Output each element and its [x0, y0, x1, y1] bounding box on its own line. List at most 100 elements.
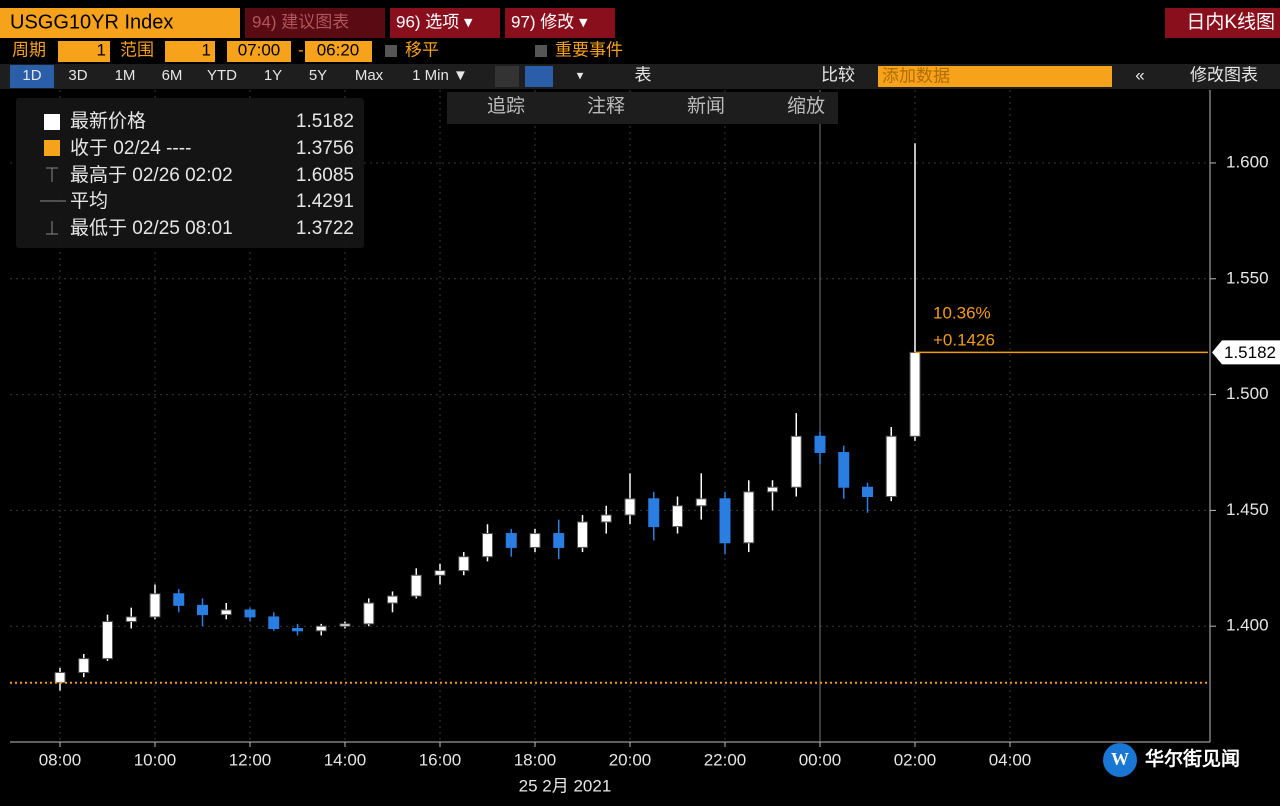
range-button[interactable]: 1 Min ▼ — [412, 67, 468, 84]
candle-body — [315, 625, 327, 632]
y-tick-label: 1.500 — [1226, 384, 1269, 403]
candle-body — [125, 616, 137, 623]
y-tick-label: 1.450 — [1226, 500, 1269, 519]
watermark-logo-letter: W — [1111, 749, 1129, 769]
candle-body — [78, 658, 90, 674]
button-label: 96) 选项 ▾ — [396, 12, 473, 31]
legend-value: 1.3722 — [296, 218, 354, 239]
checkbox[interactable] — [385, 45, 397, 57]
candle-body — [387, 595, 398, 604]
chart-kind-box — [1165, 8, 1280, 38]
candle-body — [434, 570, 446, 576]
legend-entries: 最新价格 1.5182 收于 02/24 ---- 1.3756 最高于 02/26 0… — [70, 110, 354, 239]
input-value: 1 — [202, 40, 211, 59]
candle-body — [102, 621, 113, 660]
separator: - — [298, 40, 304, 59]
candle-body — [624, 498, 636, 516]
range-button[interactable]: 1D — [22, 67, 41, 84]
candle-body — [767, 486, 778, 493]
range-button[interactable]: 3D — [68, 67, 87, 84]
candle-body — [363, 602, 375, 625]
candle-body — [672, 505, 683, 528]
y-tick-label: 1.400 — [1226, 616, 1269, 635]
x-tick-label: 22:00 — [704, 750, 747, 769]
input[interactable] — [878, 66, 1112, 87]
security-box[interactable] — [0, 8, 240, 38]
x-tick-label: 08:00 — [39, 750, 82, 769]
legend-label: 最新价格 — [70, 110, 146, 132]
selected-range — [10, 65, 54, 88]
range-button[interactable]: 1Y — [264, 67, 282, 84]
candle-body — [695, 498, 707, 507]
y-tick-label: 1.600 — [1226, 152, 1269, 171]
x-tick-label: 16:00 — [419, 750, 462, 769]
legend-value: 1.5182 — [296, 111, 354, 132]
range-button[interactable]: Max — [355, 67, 384, 84]
watermark: 华尔街见闻 — [1145, 747, 1240, 770]
icon[interactable] — [525, 66, 553, 87]
candle-body — [743, 491, 755, 544]
input[interactable] — [165, 41, 215, 62]
range-buttons: 1D 3D 1M 6M YTD 1Y 5Y Max 1 Min ▼ — [22, 67, 467, 84]
dropdown[interactable]: ▾ — [577, 67, 584, 82]
candle-body — [220, 609, 232, 616]
candle-body — [529, 533, 541, 548]
x-tick-label: 18:00 — [514, 750, 557, 769]
candle-body — [790, 435, 802, 488]
candle-body — [54, 672, 66, 684]
candle-body — [553, 533, 565, 548]
range-button[interactable]: 1M — [115, 67, 136, 84]
range-button[interactable]: 5Y — [309, 67, 327, 84]
label: 重要事件 — [555, 40, 623, 59]
compare-label: 比较 — [821, 65, 855, 84]
button[interactable] — [390, 8, 500, 38]
input-value: 07:00 — [238, 40, 281, 59]
tool[interactable]: 注释 — [587, 95, 625, 117]
legend-value: 1.6085 — [296, 165, 354, 186]
security: USGG10YR Index — [10, 11, 173, 33]
legend-swatch — [44, 114, 60, 130]
y-tick-label: 1.550 — [1226, 268, 1269, 287]
range-button[interactable]: YTD — [207, 67, 237, 84]
last-price-label: 1.5182 — [1224, 343, 1276, 362]
tools — [447, 92, 838, 124]
candle-body — [482, 533, 493, 558]
button[interactable] — [505, 8, 615, 38]
candle-body — [838, 451, 850, 488]
legend-value: 1.3756 — [296, 138, 354, 159]
button-label: 94) 建议图表 — [252, 12, 349, 31]
tool[interactable]: 追踪 — [487, 95, 525, 117]
edit-button[interactable]: 修改图表 — [1190, 65, 1258, 84]
candle-body — [909, 351, 921, 437]
collapse[interactable]: « — [1135, 65, 1144, 84]
button-label: 97) 修改 ▾ — [511, 12, 588, 31]
candle-body — [292, 628, 303, 632]
range-button[interactable]: 6M — [162, 67, 183, 84]
checkbox[interactable] — [535, 45, 547, 57]
legend-value: 1.4291 — [296, 191, 354, 212]
chart-kind: 日内K线图 — [1186, 11, 1275, 33]
change-percent: 10.36% — [933, 303, 991, 322]
input-value: 1 — [97, 40, 106, 59]
x-tick-label: 04:00 — [989, 750, 1032, 769]
icon[interactable] — [495, 66, 519, 87]
input[interactable] — [305, 41, 372, 62]
overlay: 1.5182 10.36% +0.1426 — [10, 303, 1280, 684]
candle-body — [862, 486, 873, 497]
label: 周期 — [12, 40, 46, 59]
candle-body — [577, 521, 588, 548]
table-button[interactable]: 表 — [635, 65, 652, 84]
candle-body — [600, 514, 612, 523]
legend — [16, 98, 364, 248]
tool[interactable]: 新闻 — [687, 95, 725, 117]
candle-body — [885, 435, 897, 497]
change-value: +0.1426 — [933, 330, 995, 349]
legend-label: 收于 02/24 ---- — [70, 137, 191, 159]
input[interactable] — [58, 41, 110, 62]
input[interactable] — [227, 41, 291, 62]
label: 范围 — [120, 40, 154, 59]
button[interactable] — [245, 8, 385, 38]
tool[interactable]: 缩放 — [787, 95, 825, 117]
